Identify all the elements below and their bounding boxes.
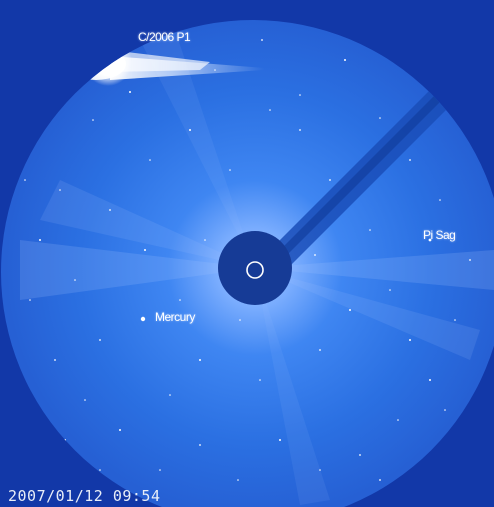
mercury-label: Mercury: [155, 310, 195, 324]
mercury-dot: [140, 316, 146, 322]
star-field: [24, 39, 471, 481]
timestamp: 2007/01/12 09:54: [8, 487, 161, 505]
occulting-disk: [218, 231, 292, 305]
coronal-streamers: [20, 30, 494, 505]
pi-sag-label: Pi Sag: [423, 228, 456, 242]
sun-outline: [246, 261, 264, 279]
comet-label: C/2006 P1: [138, 30, 191, 44]
